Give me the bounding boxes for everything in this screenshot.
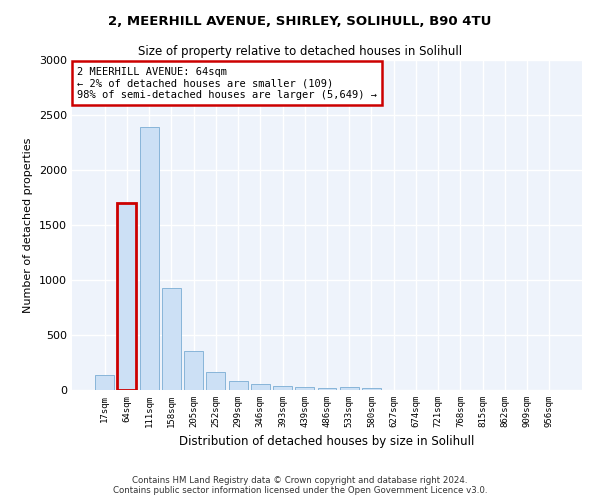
Bar [317, 388, 337, 390]
Bar [340, 386, 359, 390]
Bar [95, 374, 114, 390]
Text: Contains HM Land Registry data © Crown copyright and database right 2024.
Contai: Contains HM Land Registry data © Crown c… [113, 476, 487, 495]
Bar [362, 388, 381, 390]
Text: 2, MEERHILL AVENUE, SHIRLEY, SOLIHULL, B90 4TU: 2, MEERHILL AVENUE, SHIRLEY, SOLIHULL, B… [109, 15, 491, 28]
Bar [184, 351, 203, 390]
Bar [206, 372, 225, 390]
Bar [295, 387, 314, 390]
Bar [229, 380, 248, 390]
Bar [140, 127, 158, 390]
Bar [251, 384, 270, 390]
Bar [162, 288, 181, 390]
Bar [118, 203, 136, 390]
Text: Size of property relative to detached houses in Solihull: Size of property relative to detached ho… [138, 45, 462, 58]
Bar [273, 386, 292, 390]
Bar [118, 203, 136, 390]
X-axis label: Distribution of detached houses by size in Solihull: Distribution of detached houses by size … [179, 436, 475, 448]
Text: 2 MEERHILL AVENUE: 64sqm
← 2% of detached houses are smaller (109)
98% of semi-d: 2 MEERHILL AVENUE: 64sqm ← 2% of detache… [77, 66, 377, 100]
Y-axis label: Number of detached properties: Number of detached properties [23, 138, 34, 312]
